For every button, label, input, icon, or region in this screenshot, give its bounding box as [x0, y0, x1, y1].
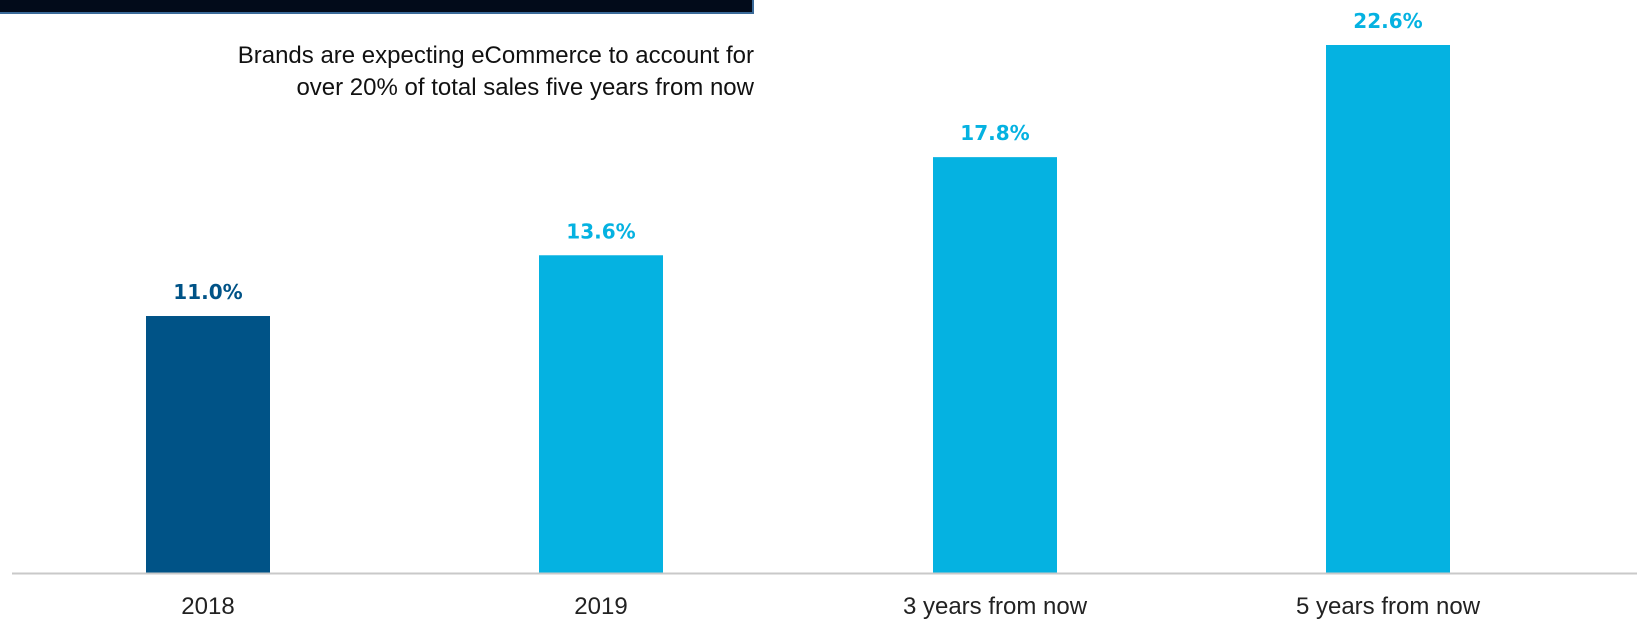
bars-layer: [146, 45, 1450, 573]
value-label-3: 17.8%: [960, 121, 1029, 145]
header-bar: [0, 0, 754, 14]
category-label-3: 3 years from now: [903, 593, 1088, 620]
category-label-2: 2019: [574, 593, 627, 620]
category-label-1: 2018: [181, 593, 234, 620]
bar-2: [539, 255, 663, 573]
bar-1: [146, 316, 270, 573]
bar-4: [1326, 45, 1450, 573]
value-label-1: 11.0%: [173, 280, 242, 304]
callout-text: Brands are expecting eCommerce to accoun…: [114, 40, 754, 104]
bar-3: [933, 157, 1057, 573]
category-label-4: 5 years from now: [1296, 593, 1481, 620]
callout-line-2: over 20% of total sales five years from …: [296, 74, 754, 101]
value-label-4: 22.6%: [1353, 9, 1422, 33]
labels-layer: 11.0% 2018 13.6% 2019 17.8% 3 years from now 2…: [173, 9, 1480, 620]
callout-line-1: Brands are expecting eCommerce to accoun…: [237, 42, 754, 69]
value-label-2: 13.6%: [566, 219, 635, 243]
